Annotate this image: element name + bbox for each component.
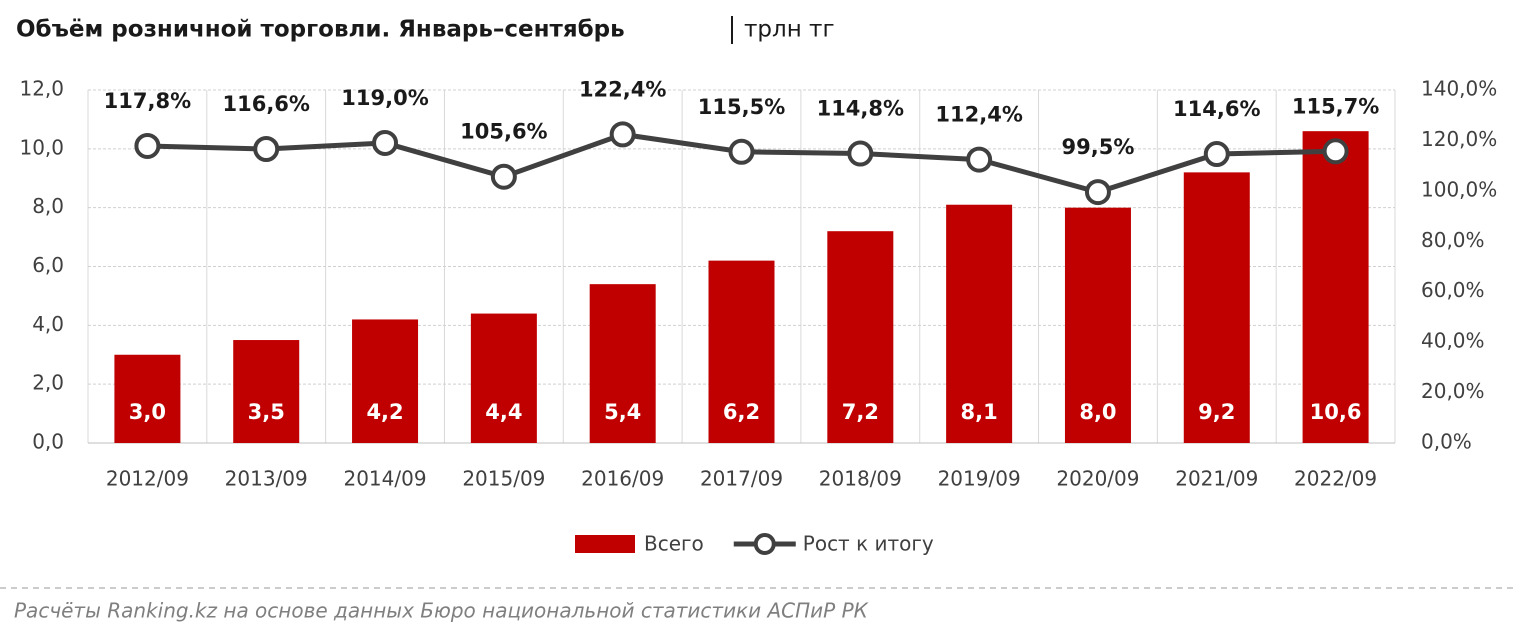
line-value-label: 116,6% [222, 92, 309, 116]
x-tick-label: 2013/09 [225, 467, 308, 491]
line-point [609, 121, 636, 148]
x-tick-label: 2019/09 [938, 467, 1021, 491]
bar [708, 260, 775, 443]
y2-tick-label: 0,0% [1421, 430, 1472, 454]
source: Расчёты Ranking.kz на основе данных Бюро… [14, 599, 869, 623]
line-point [134, 132, 161, 159]
bar [589, 284, 656, 443]
line-value-label: 115,7% [1292, 94, 1379, 118]
x-tick-label: 2012/09 [106, 467, 189, 491]
line-value-label: 99,5% [1062, 135, 1135, 159]
line-value-label: 105,6% [460, 120, 547, 144]
x-tick-label: 2020/09 [1056, 467, 1139, 491]
x-tick-label: 2014/09 [343, 467, 426, 491]
y2-tick-label: 40,0% [1421, 329, 1485, 353]
line-point [847, 140, 874, 167]
y-tick-label: 6,0 [32, 253, 64, 277]
y-tick-label: 4,0 [32, 312, 64, 336]
x-tick-label: 2018/09 [819, 467, 902, 491]
y-tick-label: 8,0 [32, 194, 64, 218]
line-value-label: 114,6% [1173, 97, 1260, 121]
line-point [372, 129, 399, 156]
line-point [966, 146, 993, 173]
bar-value-label: 4,2 [366, 400, 403, 424]
bar [946, 204, 1013, 443]
line-point [1203, 141, 1230, 168]
unit: трлн тг [744, 17, 835, 43]
bar [233, 340, 300, 443]
legend-swatch [575, 535, 635, 553]
bar-value-label: 9,2 [1198, 400, 1235, 424]
y-tick-label: 12,0 [19, 77, 64, 101]
bar [114, 354, 181, 443]
y2-tick-label: 20,0% [1421, 379, 1485, 403]
bar-value-label: 8,1 [961, 400, 998, 424]
bar [827, 231, 894, 443]
bar-value-label: 4,4 [485, 400, 522, 424]
line-value-label: 117,8% [104, 89, 191, 113]
line-value-label: 122,4% [579, 77, 666, 101]
bar [1183, 172, 1250, 443]
bar-value-label: 3,5 [248, 400, 285, 424]
line-point [1084, 179, 1111, 206]
line-value-label: 114,8% [817, 97, 904, 121]
y2-tick-label: 120,0% [1421, 127, 1497, 151]
bar [1302, 131, 1369, 443]
x-tick-label: 2015/09 [462, 467, 545, 491]
bar [470, 313, 537, 443]
bar-value-label: 7,2 [842, 400, 879, 424]
line-point [253, 136, 280, 163]
legend-label: Всего [644, 532, 704, 556]
line-point [1322, 138, 1349, 165]
line-value-label: 119,0% [341, 86, 428, 110]
x-tick-label: 2022/09 [1294, 467, 1377, 491]
x-tick-label: 2021/09 [1175, 467, 1258, 491]
y-tick-label: 0,0 [32, 430, 64, 454]
line-value-label: 115,5% [698, 95, 785, 119]
legend-marker [753, 533, 776, 555]
y-tick-label: 2,0 [32, 371, 64, 395]
y2-tick-label: 100,0% [1421, 177, 1497, 201]
x-tick-label: 2016/09 [581, 467, 664, 491]
bar-value-label: 3,0 [129, 400, 166, 424]
bar-value-label: 10,6 [1310, 400, 1362, 424]
y2-tick-label: 140,0% [1421, 77, 1497, 101]
x-tick-label: 2017/09 [700, 467, 783, 491]
bar [352, 319, 419, 443]
line-point [728, 138, 755, 165]
bar-value-label: 5,4 [604, 400, 641, 424]
line-point [490, 163, 517, 190]
bar-value-label: 6,2 [723, 400, 760, 424]
line-value-label: 112,4% [935, 103, 1022, 127]
y-tick-label: 10,0 [19, 135, 64, 159]
y2-tick-label: 80,0% [1421, 228, 1485, 252]
chart-title: Объём розничной торговли. Январь–сентябр… [16, 17, 625, 43]
bar-value-label: 8,0 [1079, 400, 1116, 424]
bar [1064, 207, 1131, 443]
legend-label: Рост к итогу [803, 532, 934, 556]
y2-tick-label: 60,0% [1421, 278, 1485, 302]
